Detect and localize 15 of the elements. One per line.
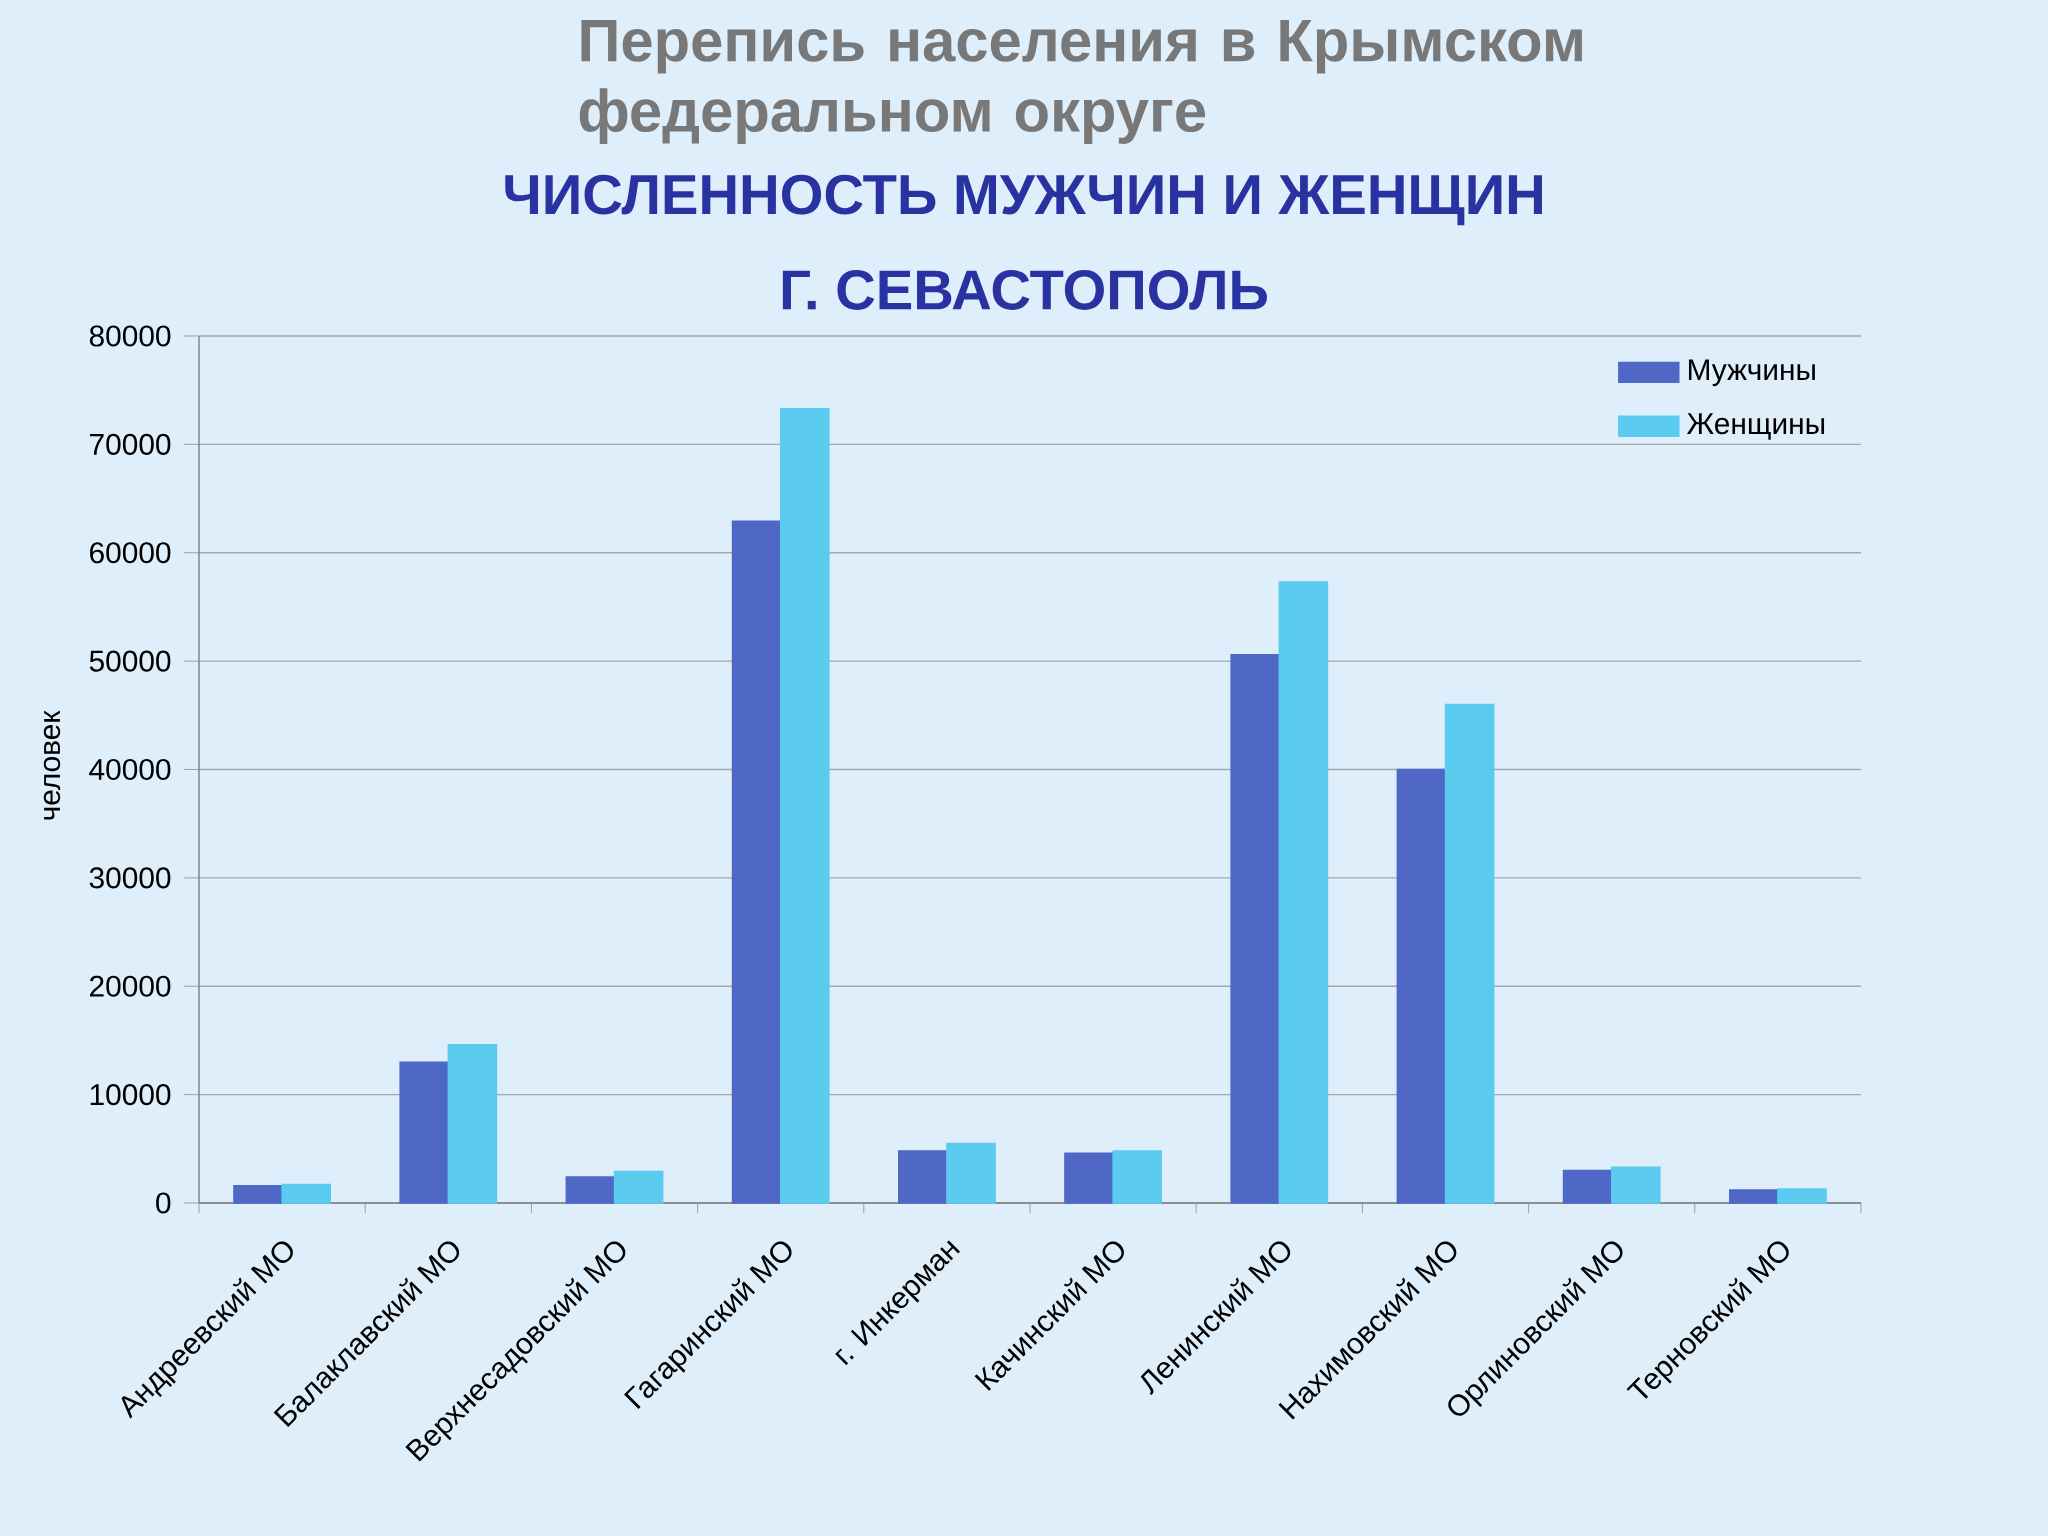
legend-label: Женщины <box>1686 413 1825 440</box>
y-tick-label: 30000 <box>89 867 171 889</box>
y-tick-label: 40000 <box>89 758 171 781</box>
y-tick-label: 0 <box>156 1192 171 1214</box>
y-tick-label: 80000 <box>89 325 171 347</box>
y-tick-label: 10000 <box>90 1084 171 1106</box>
text: Г. СЕВАСТОПОЛЬ <box>782 270 1267 310</box>
legend-label: Мужчины <box>1688 359 1815 387</box>
chart-subtitle: ЧИСЛЕННОСТЬ МУЖЧИН И ЖЕНЩИН <box>505 174 1542 226</box>
y-tick-label: 20000 <box>90 975 171 997</box>
y-tick-label: 50000 <box>89 650 171 672</box>
y-axis-title: человек <box>43 710 61 820</box>
y-tick-label: 70000 <box>90 433 171 455</box>
y-tick-label: 60000 <box>90 542 171 564</box>
chart-title: Перепись населения в Крымском федеральном округе <box>579 20 1582 144</box>
